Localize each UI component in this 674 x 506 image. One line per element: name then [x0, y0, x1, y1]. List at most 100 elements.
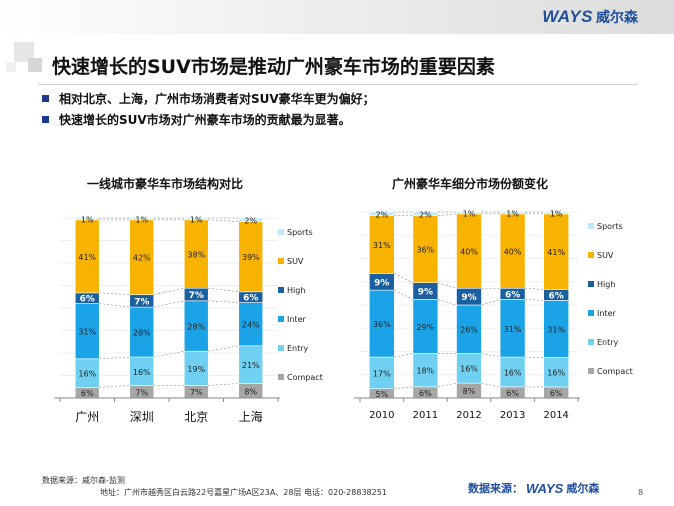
data-label: 31% — [547, 325, 565, 334]
bar-segment-sports — [129, 217, 155, 221]
bar-segment-entry — [74, 358, 100, 388]
bar-segment-inter — [412, 299, 439, 354]
bar-segment-inter — [183, 300, 209, 352]
series-connector — [437, 282, 457, 289]
series-connector — [394, 289, 414, 300]
logo-text: WAYS — [542, 7, 593, 26]
bar-segment-suv — [129, 219, 155, 295]
data-label: 29% — [417, 323, 435, 332]
series-connector — [208, 383, 239, 386]
data-label: 19% — [187, 365, 205, 374]
series-connector — [394, 353, 413, 358]
category-label: 2013 — [500, 410, 525, 421]
bar-segment-sports — [368, 211, 395, 217]
legend-label: Inter — [287, 315, 306, 324]
legend-swatch-entry — [588, 339, 594, 345]
bar-segment-inter — [543, 300, 570, 358]
data-label: 9% — [374, 278, 389, 288]
series-connector — [394, 273, 414, 283]
data-label: 41% — [78, 253, 96, 262]
decorative-square — [28, 58, 42, 72]
bar-segment-suv — [456, 213, 482, 289]
data-label: 24% — [242, 321, 260, 330]
bar-segment-entry — [368, 356, 395, 389]
data-label: 7% — [190, 388, 203, 397]
chart-title: 一线城市豪华车市场结构对比 — [87, 176, 243, 191]
category-label: 北京 — [184, 410, 208, 424]
category-label: 2011 — [413, 410, 438, 421]
series-connector — [99, 303, 130, 308]
data-label: 16% — [133, 368, 151, 377]
legend-label: SUV — [287, 257, 304, 266]
data-label: 41% — [547, 248, 565, 257]
series-connector — [481, 299, 501, 306]
legend-label: Inter — [597, 309, 616, 318]
legend-swatch-compact — [278, 374, 284, 380]
data-label: 7% — [134, 297, 149, 307]
bar-segment-sports — [456, 211, 482, 215]
category-label: 广州 — [75, 410, 99, 424]
bar-segment-suv — [412, 215, 439, 283]
series-connector — [525, 299, 544, 301]
category-label: 2012 — [456, 410, 481, 421]
bar-segment-inter — [74, 303, 100, 360]
page-number: 8 — [638, 488, 644, 497]
bar-segment-suv — [183, 219, 209, 289]
data-label: 36% — [373, 320, 391, 329]
series-connector — [394, 386, 413, 389]
data-label: 8% — [244, 387, 257, 396]
header-logo: WAYS 威尔森 — [542, 7, 638, 27]
data-label: 26% — [460, 326, 478, 335]
bar-segment-suv — [543, 213, 570, 290]
series-connector — [525, 287, 544, 290]
legend-swatch-high — [588, 281, 594, 287]
bar-segment-sports — [543, 211, 570, 215]
bar-segment-inter — [129, 306, 155, 358]
legend-label: Entry — [287, 344, 309, 353]
bar-segment-suv — [74, 219, 100, 294]
data-label: 1% — [135, 215, 148, 224]
data-label: 9% — [418, 288, 433, 298]
series-connector — [208, 219, 239, 222]
bar-segment-entry — [238, 345, 264, 384]
footer-address: 地址：广州市越秀区白云路22号嘉星广场A区23A、28层 电话：020-2883… — [100, 488, 387, 497]
logo-cn-text: 威尔森 — [596, 10, 638, 26]
data-label: 6% — [419, 389, 432, 398]
data-label: 31% — [373, 241, 391, 250]
series-connector — [99, 292, 130, 295]
decorative-square — [6, 62, 16, 72]
legend-swatch-inter — [278, 316, 284, 322]
series-connector — [208, 345, 239, 352]
bar-segment-sports — [412, 211, 439, 217]
data-label: 6% — [549, 291, 564, 301]
bullet-square-icon — [42, 116, 49, 123]
bar-segment-inter — [456, 304, 482, 354]
decorative-square — [14, 42, 34, 62]
legend-swatch-inter — [588, 310, 594, 316]
legend-label: Compact — [597, 367, 633, 376]
legend-label: Sports — [597, 222, 623, 231]
legend-label: Compact — [287, 373, 323, 382]
data-label: 7% — [135, 388, 148, 397]
data-label: 21% — [242, 361, 260, 370]
data-label: 1% — [190, 215, 203, 224]
data-label: 16% — [78, 370, 96, 379]
title-divider — [38, 84, 638, 85]
top-banner — [0, 0, 674, 34]
series-connector — [153, 300, 185, 308]
legend-label: SUV — [597, 251, 614, 260]
footer-source: 数据来源：威尔森-监测 — [42, 476, 125, 485]
series-connector — [437, 382, 457, 388]
data-label: 36% — [417, 246, 435, 255]
series-connector — [99, 385, 130, 388]
data-label: 6% — [506, 389, 519, 398]
series-connector — [437, 213, 457, 217]
bar-segment-inter — [499, 299, 526, 358]
data-label: 16% — [504, 368, 522, 377]
data-label: 2% — [244, 216, 257, 225]
bar-segment-sports — [238, 217, 264, 222]
data-label: 16% — [460, 365, 478, 374]
legend-label: High — [287, 286, 305, 295]
data-label: 8% — [463, 387, 476, 396]
bar-segment-suv — [368, 215, 395, 274]
